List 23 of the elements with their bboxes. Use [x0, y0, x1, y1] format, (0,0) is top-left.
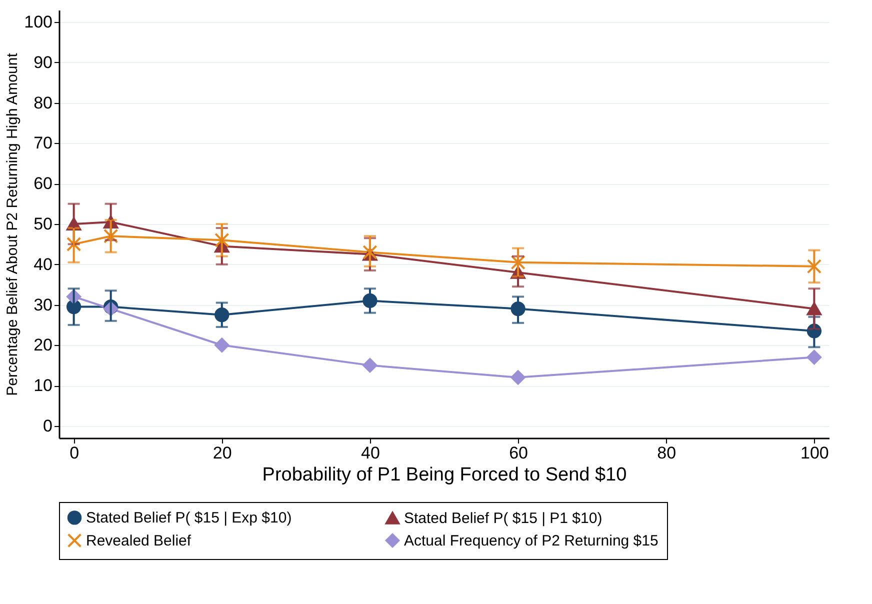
- legend-label: Revealed Belief: [86, 532, 192, 550]
- x-tick-label: 0: [70, 444, 80, 462]
- y-tick-label: 80: [34, 93, 52, 112]
- y-tick-label: 0: [43, 416, 52, 436]
- y-tick-label: 60: [34, 174, 52, 194]
- y-tick-label: 70: [34, 134, 52, 153]
- x-tick-label: 80: [657, 444, 676, 462]
- y-tick-label: 50: [34, 214, 52, 234]
- y-tick-label: 90: [34, 52, 52, 72]
- x-axis-title: Probability of P1 Being Forced to Send $10: [262, 464, 627, 486]
- y-tick-label: 30: [34, 295, 52, 314]
- y-tick-label: 100: [24, 12, 52, 32]
- x-tick-label: 20: [212, 444, 232, 462]
- y-tick-label: 40: [34, 254, 52, 274]
- x-tick-label: 60: [509, 444, 528, 462]
- legend-label: Stated Belief P( $15 | P1 $10): [404, 510, 602, 528]
- legend-label: Stated Belief P( $15 | Exp $10): [86, 510, 292, 527]
- legend-label: Actual Frequency of P2 Returning $15: [404, 532, 658, 550]
- y-tick-label: 10: [34, 376, 52, 396]
- x-tick-label: 100: [800, 444, 829, 462]
- x-tick-label: 40: [361, 444, 380, 462]
- y-tick-label: 20: [34, 336, 52, 355]
- y-axis-title: Percentage Belief About P2 Returning High Amount: [4, 52, 22, 396]
